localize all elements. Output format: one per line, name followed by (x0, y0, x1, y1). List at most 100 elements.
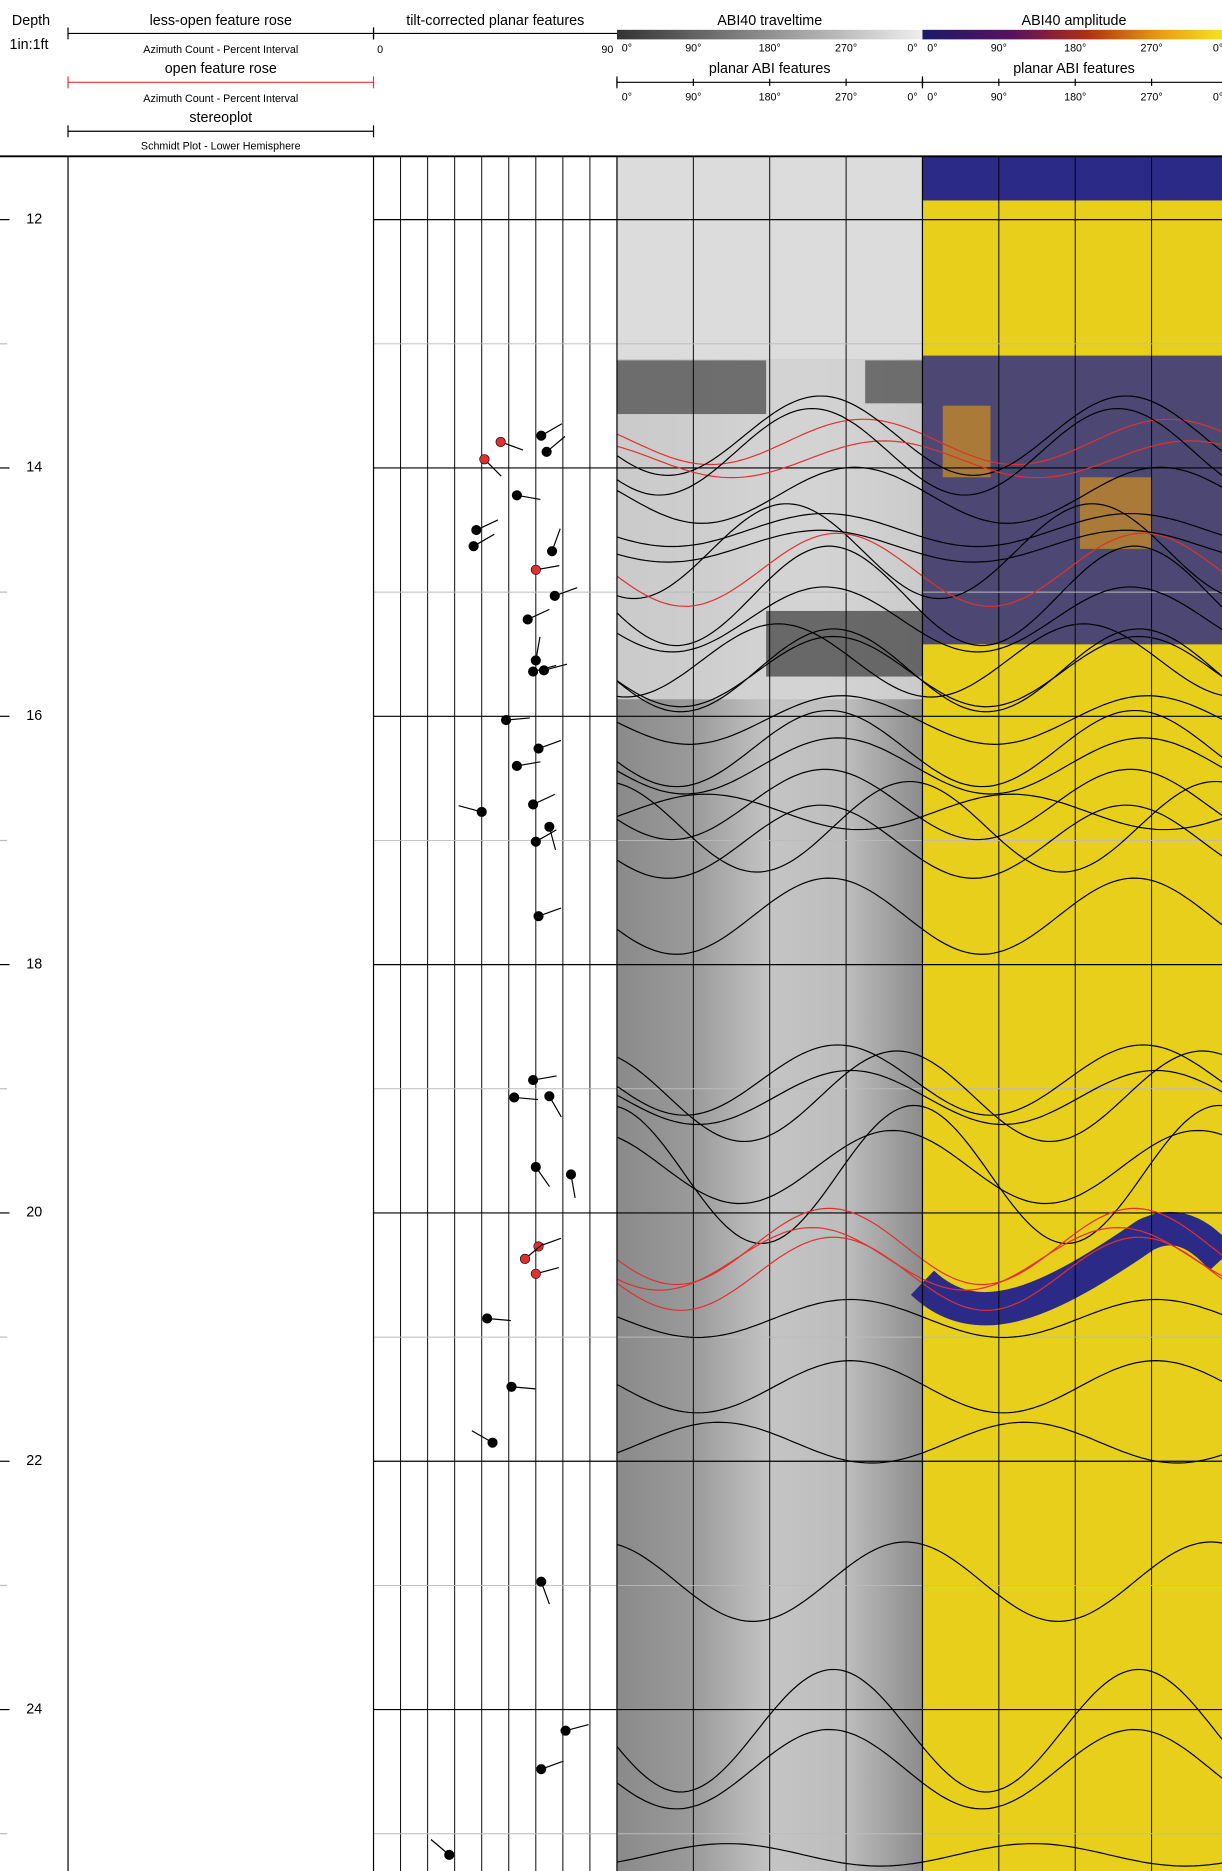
feature-sinusoid (616, 1236, 923, 1311)
tadpole (495, 436, 506, 447)
azimuth-tick-label: 270° (835, 92, 857, 104)
feature-sinusoid (616, 503, 923, 600)
traveltime-colorbar (616, 29, 923, 40)
feature-sinusoid (922, 635, 1222, 708)
feature-sinusoid (616, 1728, 923, 1810)
azimuth-tick-label: 0° (1213, 43, 1222, 55)
feature-sinusoid (922, 628, 1222, 713)
feature-sinusoid (616, 418, 923, 466)
feature-sinusoid (616, 737, 923, 795)
feature-sinusoid (922, 395, 1222, 476)
azimuth-tick-label: 180° (1064, 92, 1086, 104)
tadpole (509, 1092, 520, 1103)
azimuth-tick-label: 0° (927, 92, 937, 104)
feature-sinusoid (922, 512, 1222, 548)
tadpole (549, 590, 560, 601)
feature-sinusoid (922, 1069, 1222, 1126)
depth-label: 22 (26, 1453, 42, 1469)
feature-sinusoid (616, 695, 923, 745)
azimuth-tick-label: 0° (907, 43, 917, 55)
feature-sinusoid (922, 1050, 1222, 1143)
feature-sinusoid (616, 877, 923, 955)
feature-sinusoid (616, 780, 923, 873)
feature-sinusoid (616, 628, 923, 713)
feature-sinusoid (616, 1668, 923, 1793)
scale: 1in:1ft (10, 37, 49, 53)
feature-sinusoid (922, 418, 1222, 466)
feature-sinusoid (616, 1069, 923, 1126)
tadpole (471, 524, 482, 536)
feature-sinusoid (616, 1360, 923, 1414)
feature-sinusoid (616, 545, 923, 647)
tadpole (530, 836, 541, 847)
traveltime-dark (766, 610, 923, 677)
tadpole (530, 1268, 541, 1279)
header-ticks: 0° 90° 180° 270° 0° 0° 90° 180° 270° 0° 0° 90° 180° 2… (616, 43, 1222, 104)
dip-min: 0 (377, 44, 383, 56)
feature-sinusoid (616, 1541, 923, 1622)
azimuth-tick-label: 270° (1141, 43, 1163, 55)
header: Depth 1in:1ft less-open feature rose Azi… (0, 0, 1222, 158)
feature-sinusoid (922, 1541, 1222, 1622)
feature-sinusoid (922, 529, 1222, 563)
feature-sinusoid (922, 532, 1222, 607)
tadpole (500, 714, 512, 726)
tadpole-title: tilt-corrected planar features (406, 13, 584, 29)
depth-label: 16 (26, 708, 42, 724)
azimuth-tick-label: 90° (991, 43, 1007, 55)
feature-sinusoid (616, 1421, 923, 1464)
depth-label: 12 (26, 211, 42, 227)
amplitude-title: ABI40 amplitude (1022, 13, 1127, 29)
tadpole (544, 1091, 555, 1102)
amplitude-patch (1079, 477, 1152, 549)
azimuth-tick-label: 270° (835, 43, 857, 55)
amplitude-band (922, 156, 1222, 201)
feature-sinusoid (616, 1207, 923, 1286)
amplitude-patch (942, 405, 991, 478)
tadpole (487, 1437, 498, 1448)
feature-sinusoid (616, 395, 923, 476)
dip-max: 90 (601, 44, 613, 56)
depth-label: 14 (26, 460, 42, 476)
feature-sinusoid (616, 512, 923, 548)
feature-sinusoid (616, 1050, 923, 1143)
feature-sinusoid (616, 407, 923, 496)
tadpole (533, 911, 544, 922)
stereo-subtitle: Schmidt Plot - Lower Hemisphere (141, 141, 301, 153)
feature-sinusoid (922, 877, 1222, 955)
stereo-title: stereoplot (189, 110, 252, 126)
tadpole (482, 1313, 493, 1324)
azimuth-tick-label: 90° (685, 92, 701, 104)
tadpole (476, 806, 487, 817)
feature-sinusoid (616, 804, 923, 879)
tadpole (536, 1576, 547, 1587)
feature-sinusoid (922, 793, 1222, 831)
feature-sinusoid (922, 1421, 1222, 1464)
traveltime-dark (865, 360, 923, 404)
feature-sinusoid (922, 1044, 1222, 1116)
rose-subtitle: Azimuth Count - Percent Interval (143, 44, 298, 56)
traveltime-dark (616, 360, 767, 415)
feature-sinusoid (616, 768, 923, 841)
azimuth-tick-label: 180° (1064, 43, 1086, 55)
tadpole (522, 614, 533, 625)
tadpole (538, 665, 550, 676)
rose-title: open feature rose (165, 61, 277, 77)
header-bg (0, 0, 1222, 157)
azimuth-tick-label: 90° (991, 92, 1007, 104)
tadpole (444, 1849, 455, 1860)
feature-sinusoid (922, 407, 1222, 496)
feature-sinusoid (616, 635, 923, 708)
depth-label: 18 (26, 956, 42, 972)
feature-sinusoid (616, 1843, 923, 1867)
tadpole (479, 454, 490, 465)
feature-sinusoid (922, 466, 1222, 524)
feature-sinusoid (922, 1728, 1222, 1810)
traveltime-title: ABI40 traveltime (717, 13, 822, 29)
feature-sinusoid (922, 1298, 1222, 1339)
tadpole (528, 799, 539, 810)
feature-sinusoid (922, 586, 1222, 653)
feature-sinusoid (922, 1360, 1222, 1414)
rose-subtitle: Azimuth Count - Percent Interval (143, 93, 298, 105)
